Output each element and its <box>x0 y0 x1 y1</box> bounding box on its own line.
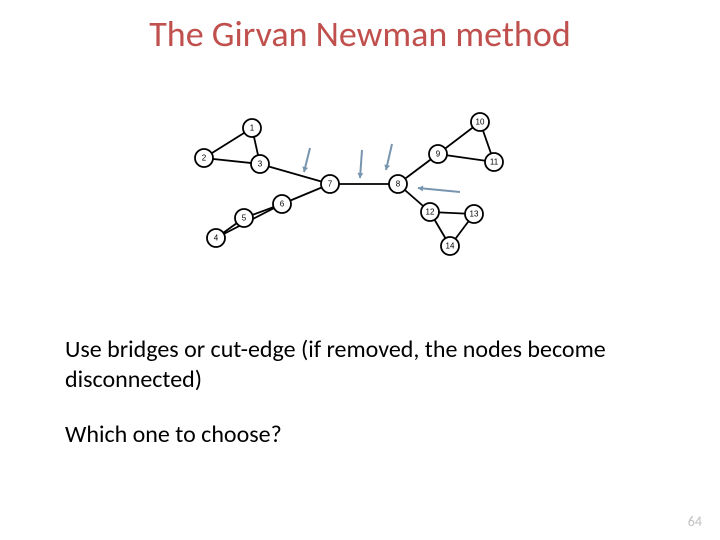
body-line-2: Which one to choose? <box>65 420 282 449</box>
annotation-arrow-1 <box>302 148 310 172</box>
graph-svg: 1234567891011121314 <box>170 100 550 280</box>
node-4: 4 <box>207 229 225 247</box>
body-paragraph-1: Use bridges or cut-edge (if removed, the… <box>65 335 665 395</box>
node-1: 1 <box>243 119 261 137</box>
node-label-7: 7 <box>328 180 333 189</box>
node-label-10: 10 <box>476 118 485 127</box>
node-12: 12 <box>421 203 439 221</box>
node-2: 2 <box>195 149 213 167</box>
title-text: The Girvan Newman method <box>149 12 571 56</box>
annotation-arrow-4 <box>418 185 460 192</box>
node-label-5: 5 <box>242 214 247 223</box>
body-paragraph-2: Which one to choose? <box>65 420 665 450</box>
node-7: 7 <box>321 175 339 193</box>
node-label-8: 8 <box>396 180 401 189</box>
node-label-6: 6 <box>280 200 285 209</box>
node-label-4: 4 <box>214 234 219 243</box>
node-label-3: 3 <box>258 160 263 169</box>
node-label-2: 2 <box>202 154 207 163</box>
node-label-11: 11 <box>490 158 499 167</box>
node-3: 3 <box>251 155 269 173</box>
page-number: 64 <box>688 513 702 530</box>
annotation-arrow-2 <box>357 150 363 178</box>
network-diagram: 1234567891011121314 <box>170 100 550 280</box>
page-title: The Girvan Newman method <box>0 12 720 56</box>
node-label-13: 13 <box>470 210 479 219</box>
node-10: 10 <box>471 113 489 131</box>
node-9: 9 <box>429 145 447 163</box>
node-label-9: 9 <box>436 150 441 159</box>
node-label-12: 12 <box>426 208 435 217</box>
node-label-14: 14 <box>446 242 455 251</box>
node-5: 5 <box>235 209 253 227</box>
node-8: 8 <box>389 175 407 193</box>
node-13: 13 <box>465 205 483 223</box>
node-6: 6 <box>273 195 291 213</box>
node-11: 11 <box>485 153 503 171</box>
edge-3-7 <box>260 164 330 184</box>
node-14: 14 <box>441 237 459 255</box>
annotation-arrow-3 <box>384 144 392 170</box>
body-line-1: Use bridges or cut-edge (if removed, the… <box>65 335 606 394</box>
node-label-1: 1 <box>250 124 255 133</box>
